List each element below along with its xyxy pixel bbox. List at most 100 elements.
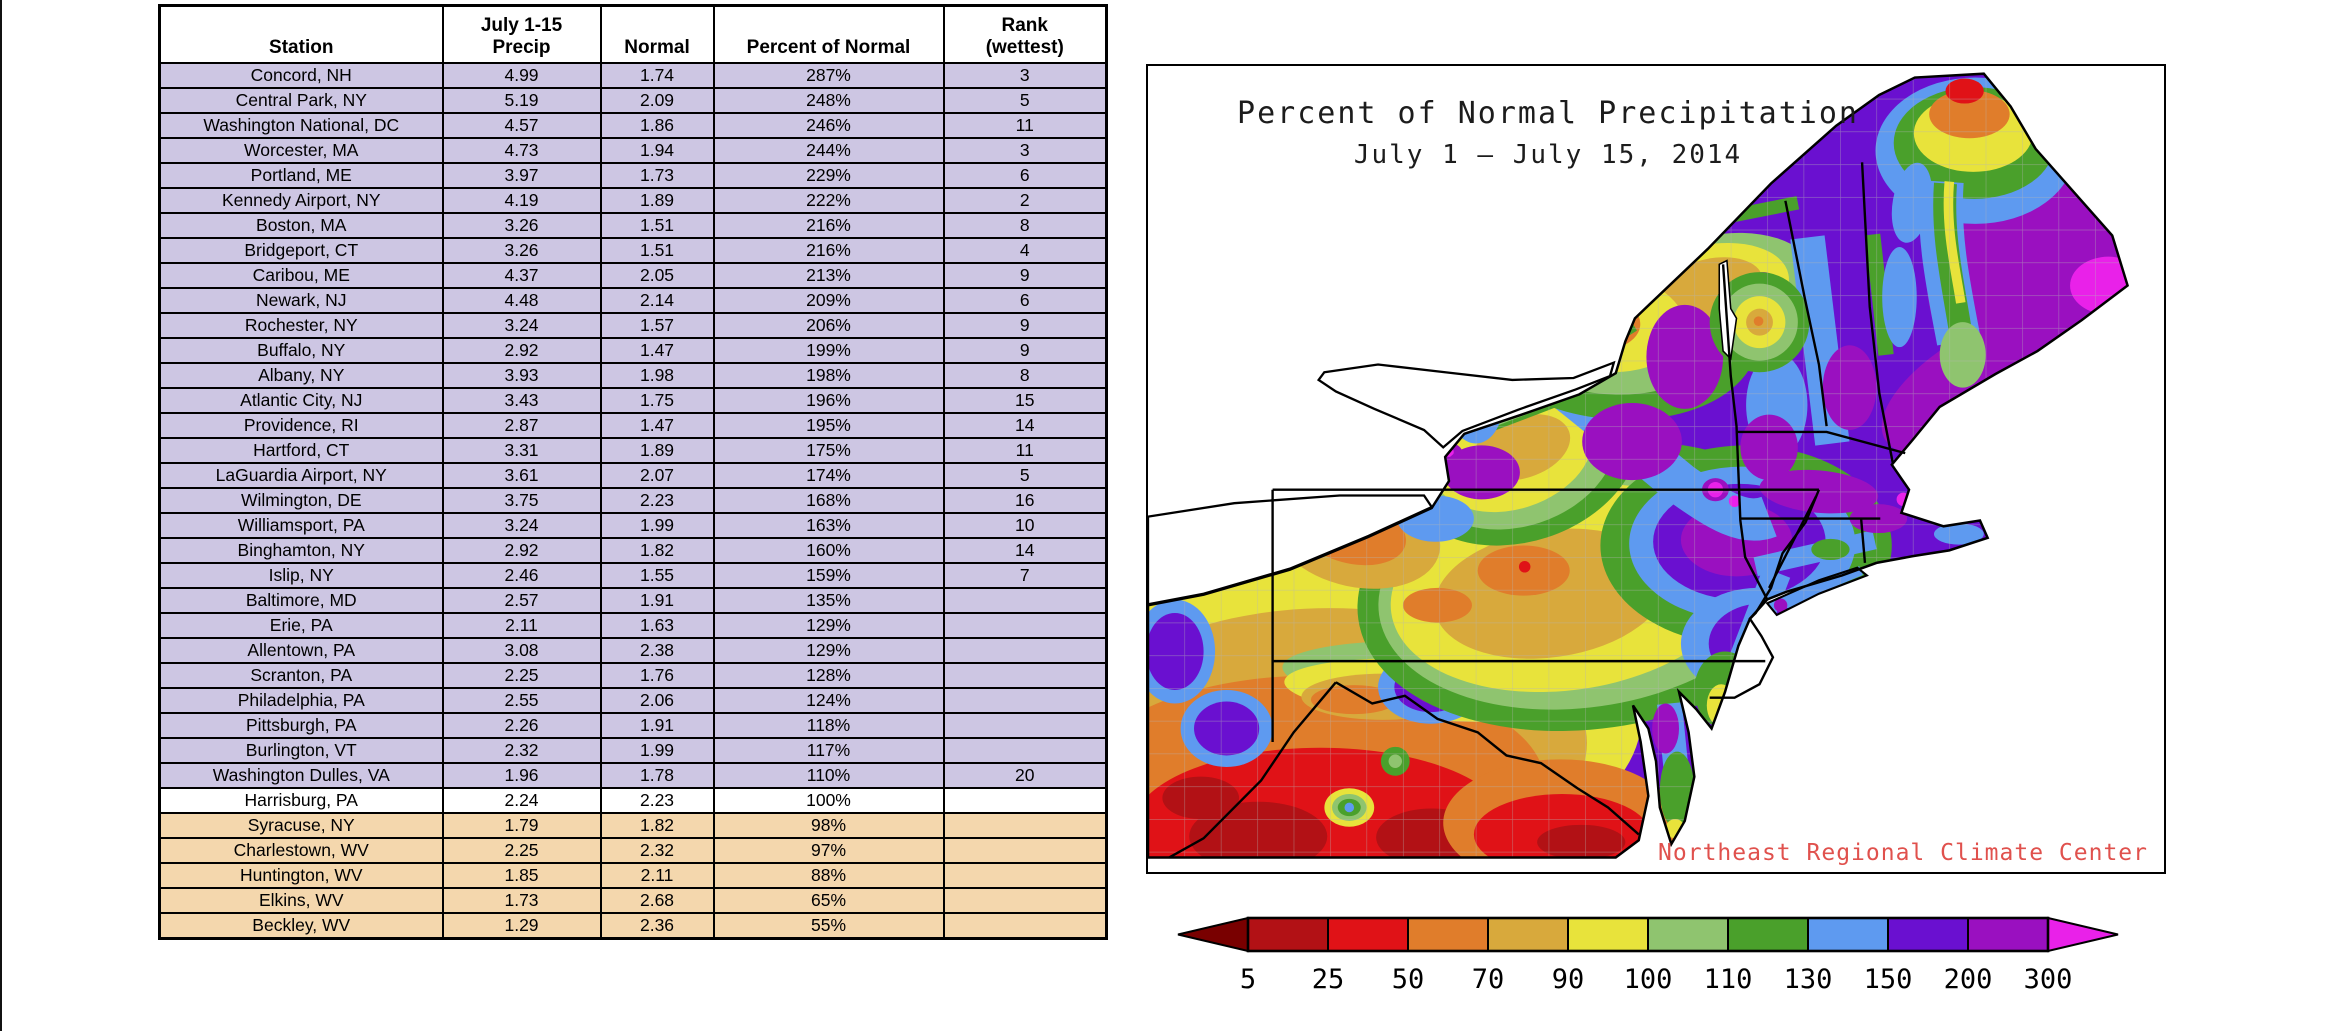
table-row: Pittsburgh, PA 2.26 1.91 118% [158,712,1108,739]
cell-normal: 1.98 [599,362,715,389]
legend-tick-label: 100 [1624,964,1673,995]
table-row: Allentown, PA 3.08 2.38 129% [158,637,1108,664]
cell-normal: 1.89 [599,187,715,214]
cell-percent: 246% [712,112,945,139]
table-row: Wilmington, DE 3.75 2.23 168% 16 [158,487,1108,514]
cell-percent: 135% [712,587,945,614]
cell-normal: 1.86 [599,112,715,139]
legend-tick-label: 70 [1472,964,1505,995]
cell-station: Buffalo, NY [158,337,444,364]
cell-percent: 159% [712,562,945,589]
cell-rank: 9 [942,262,1108,289]
cell-percent: 128% [712,662,945,689]
cell-percent: 117% [712,737,945,764]
cell-station: LaGuardia Airport, NY [158,462,444,489]
cell-rank: 7 [942,562,1108,589]
cell-precip: 1.29 [441,912,602,940]
cell-percent: 100% [712,787,945,814]
table-row: Buffalo, NY 2.92 1.47 199% 9 [158,337,1108,364]
cell-rank: 14 [942,537,1108,564]
legend-tick-label: 5 [1240,964,1256,995]
precip-map [1148,72,2130,859]
cell-station: Erie, PA [158,612,444,639]
col-header-precip: July 1-15 Precip [441,4,602,64]
cell-normal: 1.75 [599,387,715,414]
cell-rank: 4 [942,237,1108,264]
table-row: Baltimore, MD 2.57 1.91 135% [158,587,1108,614]
cell-normal: 2.23 [599,487,715,514]
cell-normal: 1.51 [599,212,715,239]
cell-percent: 209% [712,287,945,314]
cell-station: Harrisburg, PA [158,787,444,814]
table-row: Central Park, NY 5.19 2.09 248% 5 [158,87,1108,114]
legend-segment [1327,917,1409,952]
cell-normal: 1.82 [599,537,715,564]
table-row: Scranton, PA 2.25 1.76 128% [158,662,1108,689]
table-row: Newark, NJ 4.48 2.14 209% 6 [158,287,1108,314]
legend-tick-label: 130 [1784,964,1833,995]
cell-precip: 5.19 [441,87,602,114]
cell-percent: 98% [712,812,945,839]
cell-percent: 222% [712,187,945,214]
cell-percent: 195% [712,412,945,439]
cell-percent: 65% [712,887,945,914]
cell-percent: 206% [712,312,945,339]
cell-station: Elkins, WV [158,887,444,914]
cell-percent: 163% [712,512,945,539]
legend-tick-label: 50 [1392,964,1425,995]
legend-tick-label: 300 [2024,964,2073,995]
cell-percent: 213% [712,262,945,289]
legend-tick-label: 110 [1704,964,1753,995]
precip-table: Station July 1-15 Precip Normal Percent o… [158,4,1108,940]
cell-normal: 1.57 [599,312,715,339]
cell-rank: 8 [942,212,1108,239]
cell-normal: 1.99 [599,512,715,539]
cell-precip: 3.61 [441,462,602,489]
cell-precip: 4.19 [441,187,602,214]
cell-precip: 2.24 [441,787,602,814]
cell-precip: 2.32 [441,737,602,764]
cell-normal: 1.51 [599,237,715,264]
cell-percent: 198% [712,362,945,389]
cell-normal: 2.36 [599,912,715,940]
cell-station: Rochester, NY [158,312,444,339]
legend-segment [1807,917,1889,952]
cell-percent: 88% [712,862,945,889]
map-frame: Percent of Normal Precipitation July 1 –… [1146,64,2166,874]
cell-station: Allentown, PA [158,637,444,664]
table-row: Huntington, WV 1.85 2.11 88% [158,862,1108,889]
cell-percent: 199% [712,337,945,364]
legend-tick-label: 200 [1944,964,1993,995]
cell-rank: 10 [942,512,1108,539]
cell-rank: 6 [942,287,1108,314]
table-row: Bridgeport, CT 3.26 1.51 216% 4 [158,237,1108,264]
legend-colorbar: 5 25 50 70 90 100 110 130 150 200 300 [1177,916,2119,995]
cell-rank [942,812,1108,839]
col-header-percent: Percent of Normal [712,4,945,64]
cell-precip: 4.48 [441,287,602,314]
table-row: Boston, MA 3.26 1.51 216% 8 [158,212,1108,239]
coastline [1148,72,2130,859]
cell-precip: 3.24 [441,512,602,539]
cell-normal: 1.94 [599,137,715,164]
table-row: Washington Dulles, VA 1.96 1.78 110% 20 [158,762,1108,789]
legend-tick-label: 25 [1312,964,1345,995]
cell-percent: 129% [712,612,945,639]
cell-precip: 2.55 [441,687,602,714]
table-row: Binghamton, NY 2.92 1.82 160% 14 [158,537,1108,564]
cell-rank: 2 [942,187,1108,214]
cell-normal: 1.73 [599,162,715,189]
cell-station: Burlington, VT [158,737,444,764]
cell-precip: 3.26 [441,212,602,239]
cell-precip: 3.97 [441,162,602,189]
cell-normal: 2.32 [599,837,715,864]
cell-normal: 1.47 [599,337,715,364]
cell-precip: 4.73 [441,137,602,164]
col-header-normal: Normal [599,4,715,64]
cell-precip: 4.37 [441,262,602,289]
cell-station: Bridgeport, CT [158,237,444,264]
cell-rank: 20 [942,762,1108,789]
cell-station: Providence, RI [158,412,444,439]
cell-precip: 3.26 [441,237,602,264]
